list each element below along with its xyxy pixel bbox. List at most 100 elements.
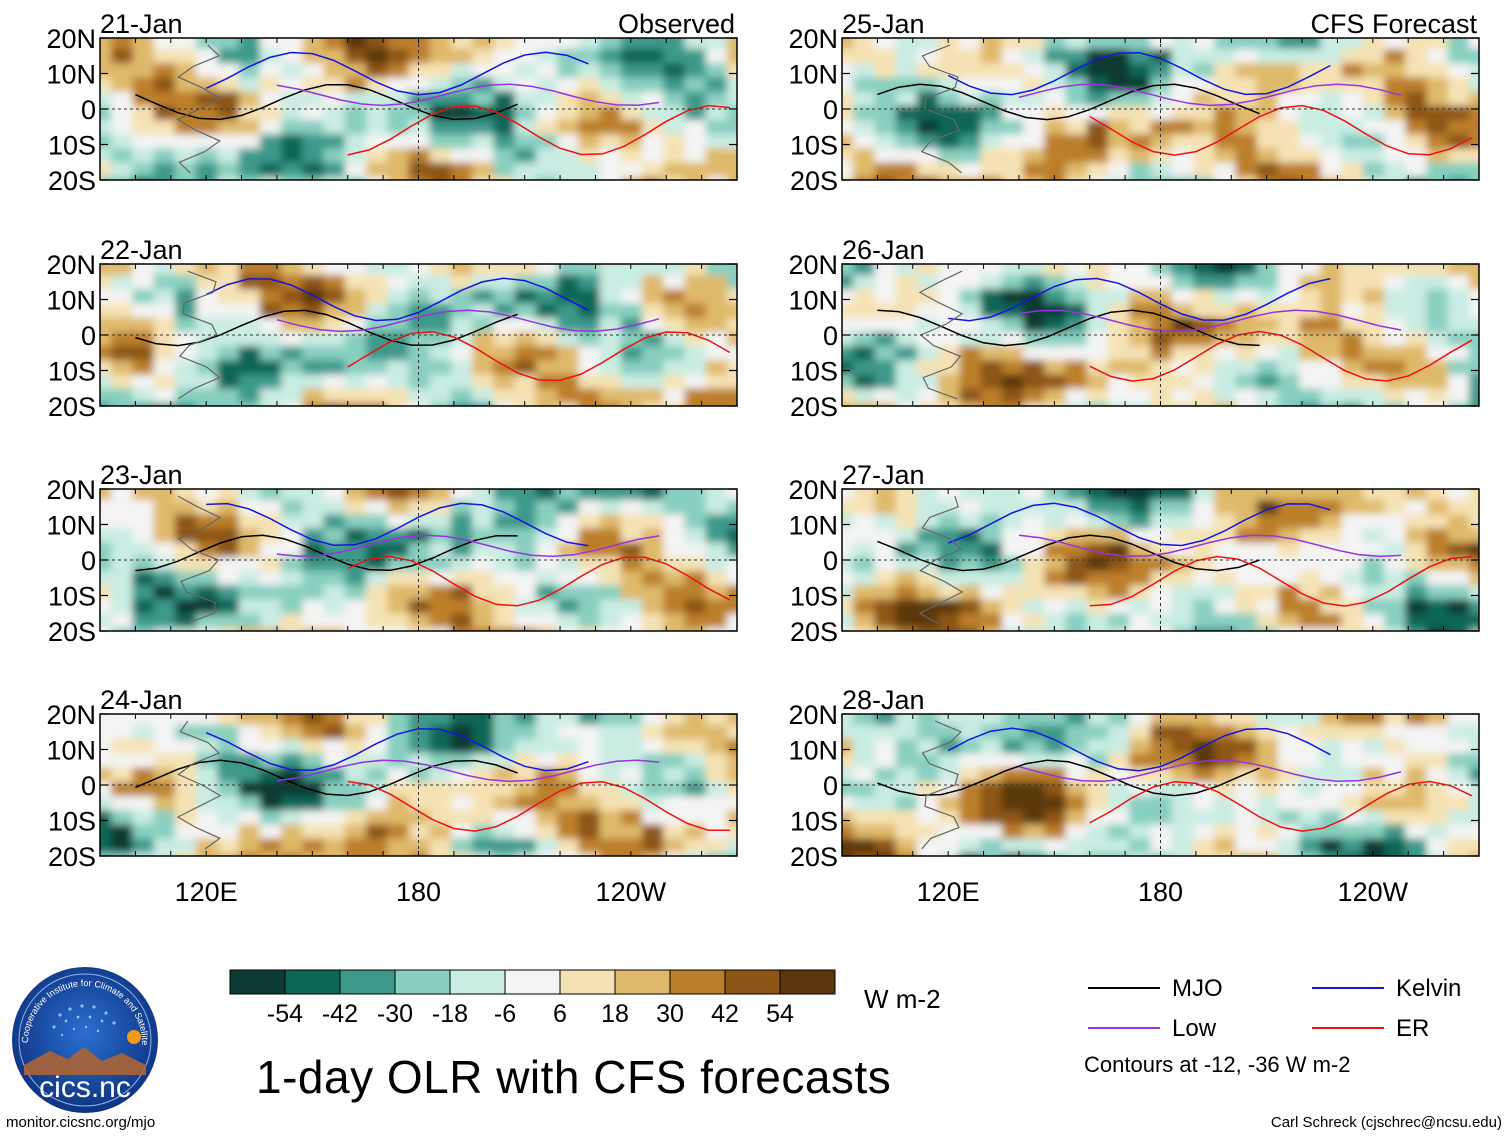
source-url: monitor.cicsnc.org/mjo	[6, 1114, 156, 1131]
y-tick-label: 10S	[48, 131, 96, 161]
chart-title: 1-day OLR with CFS forecasts	[256, 1051, 892, 1103]
panel-date-label: 28-Jan	[842, 685, 925, 715]
y-tick-label: 20S	[790, 617, 838, 647]
y-tick-label: 10S	[48, 807, 96, 837]
column-heading: Observed	[618, 9, 735, 39]
y-tick-label: 20S	[48, 842, 96, 872]
colorbar-swatch	[284, 969, 341, 995]
contour-line	[276, 759, 660, 783]
y-tick-label: 10N	[788, 736, 838, 766]
y-tick-label: 0	[823, 95, 838, 125]
contour-line	[135, 84, 518, 121]
y-tick-label: 10S	[790, 807, 838, 837]
y-tick-label: 0	[81, 321, 96, 351]
panel-date-label: 24-Jan	[100, 685, 183, 715]
y-tick-label: 20S	[48, 617, 96, 647]
contour-line	[947, 502, 1331, 547]
x-tick-label: 180	[1138, 877, 1183, 907]
legend-label: ER	[1396, 1015, 1429, 1042]
coastline	[176, 44, 222, 174]
panel-date-label: 22-Jan	[100, 235, 183, 265]
logo-text: cics.nc	[39, 1071, 131, 1104]
olr-panel: 20N 10N 0 10S 20S 28-Jan	[788, 685, 1480, 872]
contour-line	[948, 277, 1331, 322]
olr-panel: 20N 10N 0 10S 20S 27-Jan	[788, 460, 1480, 647]
panel-date-label: 23-Jan	[100, 460, 183, 490]
y-tick-label: 20N	[46, 475, 96, 505]
y-tick-label: 10N	[46, 736, 96, 766]
contour-line	[1018, 759, 1402, 783]
olr-panel: 20N 10N 0 10S 20S 21-Jan	[46, 9, 738, 196]
colorbar: -54 -42 -30 -18 -6 6 18 30 42 54	[229, 969, 836, 1028]
y-tick-label: 10N	[46, 60, 96, 90]
olr-panel: 20N 10N 0 10S 20S 24-Jan	[46, 685, 738, 872]
colorbar-swatch	[559, 969, 616, 995]
colorbar-tick-label: -30	[377, 1000, 413, 1028]
olr-panel: 20N 10N 0 10S 20S 23-Jan	[46, 460, 738, 647]
y-tick-label: 20N	[788, 24, 838, 54]
y-tick-label: 20N	[788, 700, 838, 730]
coastline	[918, 495, 964, 625]
x-tick-label: 120W	[1338, 877, 1409, 907]
colorbar-swatch	[229, 969, 286, 995]
colorbar-tick-label: -42	[322, 1000, 358, 1028]
contour-line	[1089, 555, 1472, 607]
colorbar-tick-label: 18	[601, 1000, 629, 1028]
panel-date-label: 27-Jan	[842, 460, 925, 490]
contour-line	[347, 555, 731, 607]
colorbar-tick-label: 30	[656, 1000, 684, 1028]
y-tick-label: 10S	[790, 357, 838, 387]
contour-line	[1018, 83, 1402, 107]
x-tick-label: 120E	[175, 877, 238, 907]
colorbar-units: W m-2	[864, 984, 941, 1014]
y-tick-label: 10N	[46, 286, 96, 316]
column-heading: CFS Forecast	[1310, 9, 1477, 39]
contour-line	[206, 502, 589, 547]
author-credit: Carl Schreck (cjschrec@ncsu.edu)	[1270, 1114, 1502, 1131]
contour-line	[205, 277, 589, 322]
contour-line	[877, 534, 1260, 572]
contour-line	[205, 51, 589, 96]
y-tick-label: 0	[823, 546, 838, 576]
contour-line	[276, 83, 660, 107]
cicsnc-logo: Cooperative Institute for Climate and Sa…	[8, 957, 160, 1115]
y-tick-label: 20N	[788, 250, 838, 280]
y-tick-label: 20S	[48, 166, 96, 196]
contour-line	[205, 727, 589, 772]
contour-line	[947, 52, 1331, 96]
y-tick-label: 10S	[48, 357, 96, 387]
y-tick-label: 0	[823, 771, 838, 801]
panel-date-label: 25-Jan	[842, 9, 925, 39]
x-tick-label: 180	[396, 877, 441, 907]
y-tick-label: 0	[81, 95, 96, 125]
olr-panel: 20N 10N 0 10S 20S 25-Jan	[788, 9, 1480, 196]
colorbar-tick-label: -6	[494, 1000, 516, 1028]
legend-label: MJO	[1172, 975, 1223, 1002]
y-tick-label: 20N	[46, 250, 96, 280]
y-tick-label: 20N	[46, 700, 96, 730]
y-tick-label: 10S	[48, 582, 96, 612]
colorbar-tick-label: -54	[267, 1000, 303, 1028]
coastline	[920, 44, 962, 174]
x-tick-label: 120E	[917, 877, 980, 907]
coastline	[177, 495, 222, 625]
y-tick-label: 10N	[788, 511, 838, 541]
y-tick-label: 10N	[788, 60, 838, 90]
y-tick-label: 20N	[46, 24, 96, 54]
y-tick-label: 10S	[790, 131, 838, 161]
panel-date-label: 21-Jan	[100, 9, 183, 39]
colorbar-tick-label: 6	[553, 1000, 567, 1028]
olr-panel: 20N 10N 0 10S 20S 26-Jan	[788, 235, 1480, 422]
contour-line	[877, 759, 1260, 797]
y-tick-label: 20S	[790, 392, 838, 422]
legend-label: Low	[1172, 1015, 1217, 1042]
contour-line	[347, 104, 730, 156]
y-tick-label: 20S	[48, 392, 96, 422]
y-tick-label: 0	[81, 546, 96, 576]
panels-layer: 20N10N010S20S21-Jan20N10N010S20S22-Jan20…	[46, 9, 1480, 907]
y-tick-label: 10N	[788, 286, 838, 316]
contour-line	[135, 759, 518, 797]
legend-label: Kelvin	[1396, 975, 1461, 1002]
contour-line	[347, 330, 731, 382]
